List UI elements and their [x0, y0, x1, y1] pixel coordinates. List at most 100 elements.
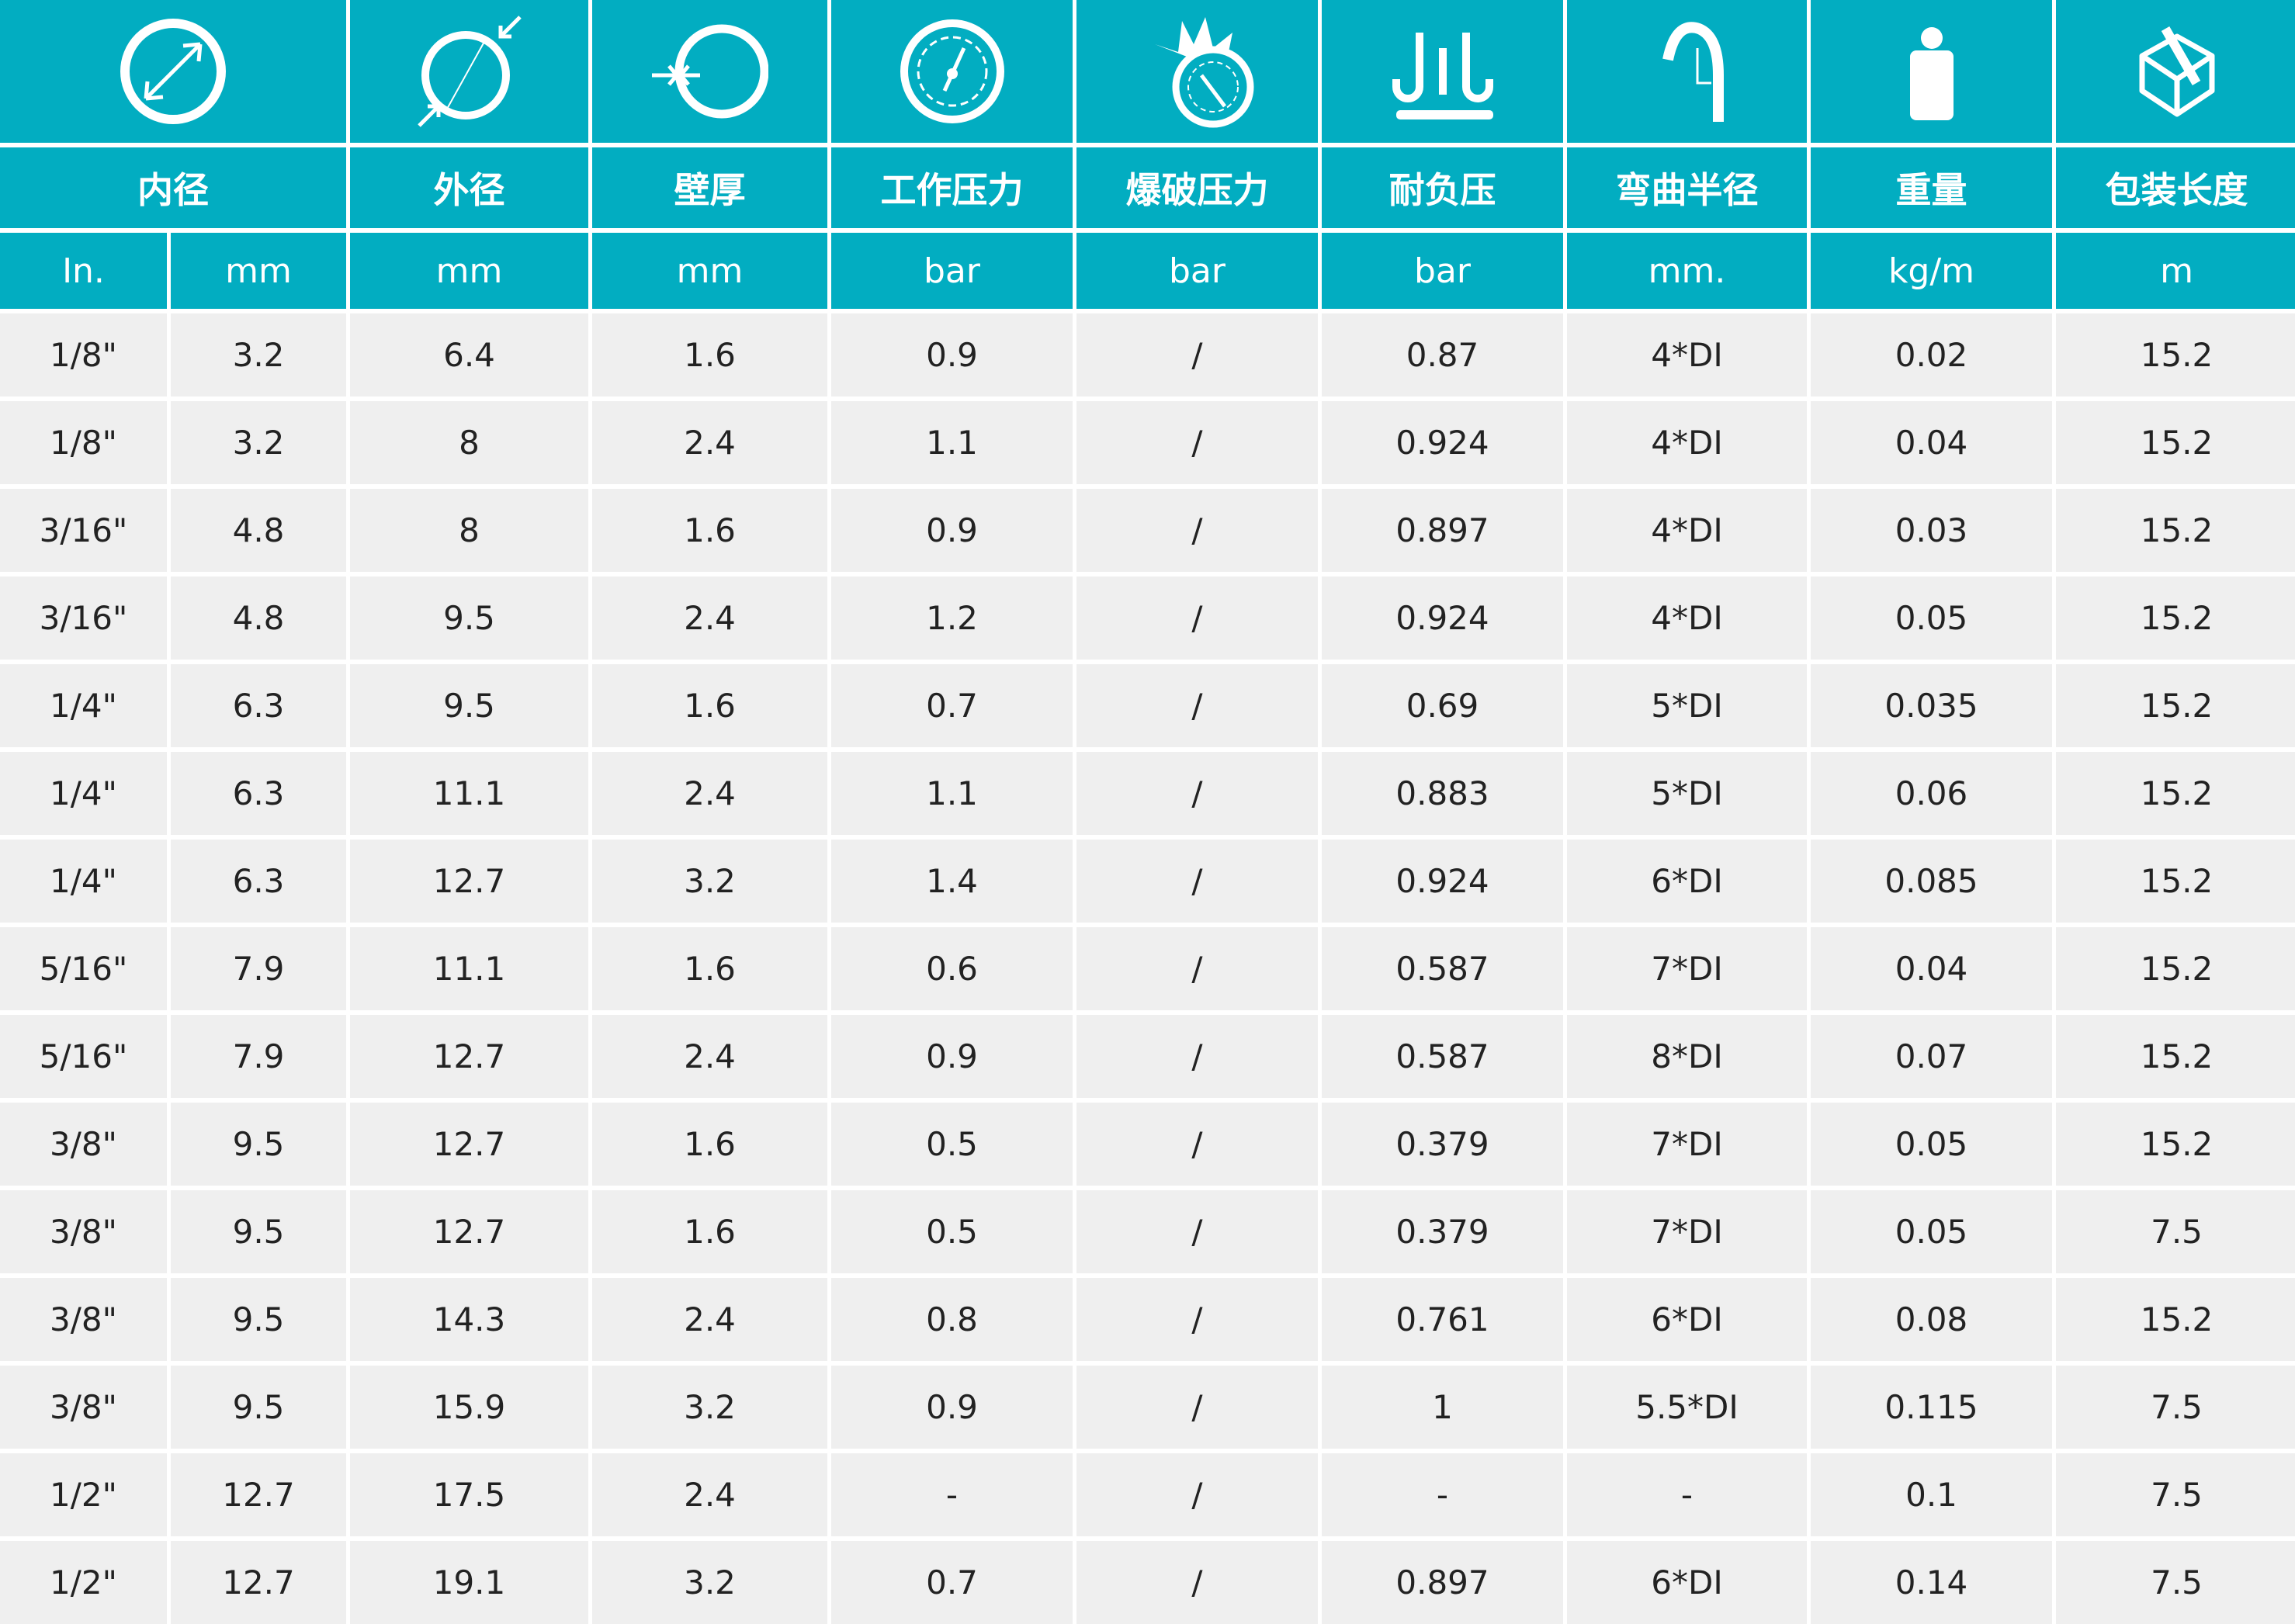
table-cell: 12.7 [350, 1015, 588, 1098]
table-cell: 9.5 [350, 577, 588, 660]
table-cell: 1.6 [592, 1103, 827, 1186]
table-cell: 0.379 [1322, 1103, 1563, 1186]
table-cell: - [831, 1453, 1073, 1536]
table-cell: / [1076, 1015, 1318, 1098]
table-cell: 0.87 [1322, 313, 1563, 396]
header-icon-cell [592, 0, 827, 143]
table-cell: / [1076, 927, 1318, 1010]
table-cell: 1/4" [0, 752, 167, 835]
table-cell: 6.4 [350, 313, 588, 396]
table-cell: 1.6 [592, 927, 827, 1010]
table-cell: 4.8 [171, 489, 346, 572]
table-cell: 1.1 [831, 401, 1073, 484]
header-icon-cell [831, 0, 1073, 143]
table-cell: 0.05 [1811, 577, 2052, 660]
column-title: 耐负压 [1322, 147, 1563, 228]
table-cell: 0.9 [831, 1015, 1073, 1098]
table-cell: 7.5 [2056, 1541, 2295, 1624]
table-cell: 3/8" [0, 1103, 167, 1186]
table-cell: 17.5 [350, 1453, 588, 1536]
table-cell: 0.085 [1811, 840, 2052, 923]
column-title: 弯曲半径 [1567, 147, 1807, 228]
table-cell: 7*DI [1567, 1190, 1807, 1273]
table-cell: 6.3 [171, 752, 346, 835]
table-cell: 7*DI [1567, 1103, 1807, 1186]
table-cell: 4.8 [171, 577, 346, 660]
table-cell: 15.2 [2056, 840, 2295, 923]
column-title: 重量 [1811, 147, 2052, 228]
table-cell: 0.04 [1811, 401, 2052, 484]
table-cell: 0.924 [1322, 401, 1563, 484]
table-cell: 0.14 [1811, 1541, 2052, 1624]
table-cell: / [1076, 1453, 1318, 1536]
table-cell: 0.04 [1811, 927, 2052, 1010]
column-title: 外径 [350, 147, 588, 228]
table-cell: 9.5 [171, 1103, 346, 1186]
package-box-icon [2139, 26, 2214, 117]
header-icon-cell [1322, 0, 1563, 143]
column-unit: m [2056, 233, 2295, 309]
column-title: 壁厚 [592, 147, 827, 228]
table-cell: 0.8 [831, 1278, 1073, 1361]
table-cell: 3/16" [0, 577, 167, 660]
header-icon-cell [1567, 0, 1807, 143]
table-cell: 0.035 [1811, 664, 2052, 747]
table-cell: 11.1 [350, 752, 588, 835]
table-cell: 6*DI [1567, 1541, 1807, 1624]
table-cell: 15.9 [350, 1366, 588, 1449]
table-cell: 0.7 [831, 1541, 1073, 1624]
column-unit: bar [1322, 233, 1563, 309]
table-cell: 9.5 [171, 1190, 346, 1273]
table-cell: 0.9 [831, 1366, 1073, 1449]
table-cell: 0.897 [1322, 489, 1563, 572]
table-cell: 2.4 [592, 752, 827, 835]
table-cell: 15.2 [2056, 401, 2295, 484]
table-cell: 0.9 [831, 489, 1073, 572]
table-cell: 7.5 [2056, 1190, 2295, 1273]
table-cell: 15.2 [2056, 664, 2295, 747]
table-cell: 4*DI [1567, 577, 1807, 660]
table-cell: 3.2 [171, 401, 346, 484]
table-cell: 1.4 [831, 840, 1073, 923]
table-cell: 15.2 [2056, 313, 2295, 396]
table-cell: 3.2 [592, 840, 827, 923]
table-cell: 9.5 [171, 1278, 346, 1361]
table-cell: / [1076, 1103, 1318, 1186]
table-cell: 0.6 [831, 927, 1073, 1010]
table-cell: 5*DI [1567, 752, 1807, 835]
column-title: 爆破压力 [1076, 147, 1318, 228]
table-cell: 15.2 [2056, 1278, 2295, 1361]
column-unit: In. [0, 233, 167, 309]
table-cell: 15.2 [2056, 1015, 2295, 1098]
table-cell: 5*DI [1567, 664, 1807, 747]
table-cell: 2.4 [592, 1015, 827, 1098]
table-cell: 0.9 [831, 313, 1073, 396]
table-cell: 15.2 [2056, 577, 2295, 660]
column-unit: mm [171, 233, 346, 309]
column-unit: mm [350, 233, 588, 309]
table-cell: 7*DI [1567, 927, 1807, 1010]
table-cell: 7.5 [2056, 1453, 2295, 1536]
table-cell: 0.115 [1811, 1366, 2052, 1449]
table-cell: 12.7 [350, 840, 588, 923]
table-cell: 0.08 [1811, 1278, 2052, 1361]
table-cell: 15.2 [2056, 927, 2295, 1010]
wall-thickness-icon [651, 24, 768, 119]
table-cell: / [1076, 840, 1318, 923]
header-icon-cell [0, 0, 346, 143]
table-cell: 0.07 [1811, 1015, 2052, 1098]
table-cell: / [1076, 752, 1318, 835]
column-title: 包装长度 [2056, 147, 2295, 228]
column-unit: kg/m [1811, 233, 2052, 309]
table-cell: 2.4 [592, 577, 827, 660]
table-cell: 0.5 [831, 1190, 1073, 1273]
table-cell: 1/2" [0, 1541, 167, 1624]
table-cell: 4*DI [1567, 489, 1807, 572]
table-cell: 0.05 [1811, 1103, 2052, 1186]
table-cell: 1/2" [0, 1453, 167, 1536]
burst-gauge-icon [1154, 17, 1253, 128]
table-cell: 3/8" [0, 1190, 167, 1273]
table-cell: 1/8" [0, 313, 167, 396]
table-cell: 0.587 [1322, 1015, 1563, 1098]
table-cell: 0.1 [1811, 1453, 2052, 1536]
